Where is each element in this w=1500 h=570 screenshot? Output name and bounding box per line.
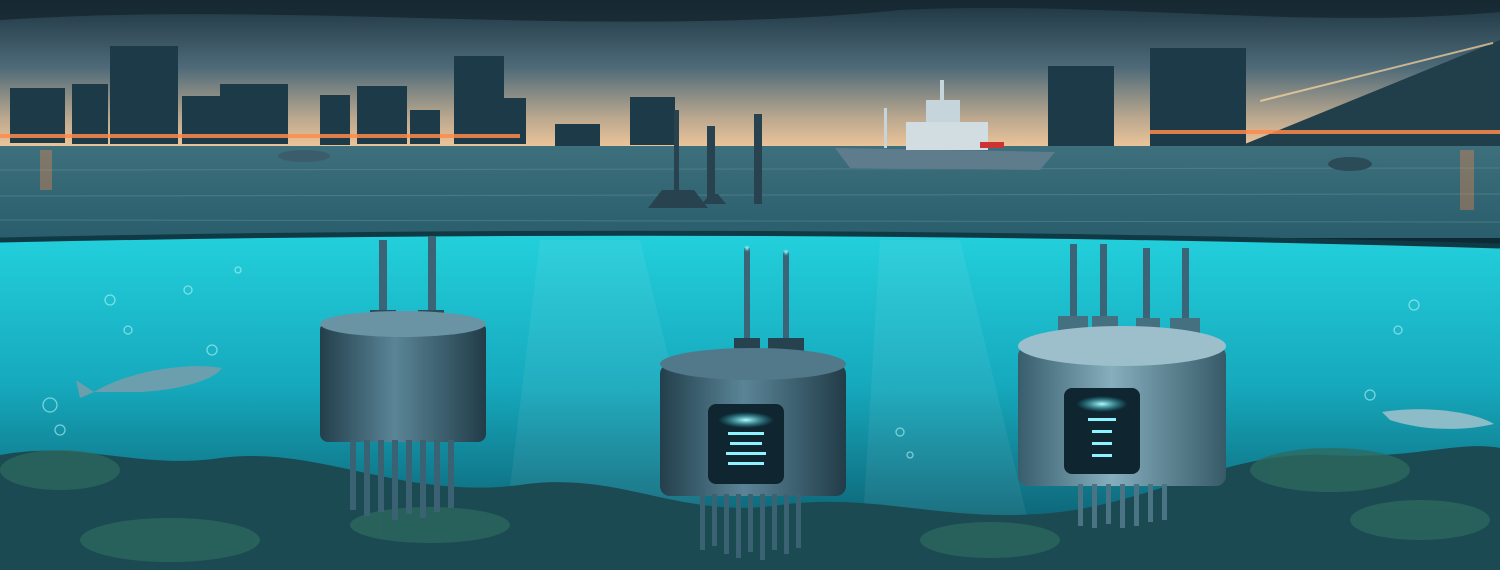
fish-right <box>1382 409 1494 429</box>
surface-buoys <box>648 110 762 208</box>
sensor-left <box>320 236 486 520</box>
ship <box>835 80 1055 170</box>
water-surface <box>0 146 1500 238</box>
sensor-right <box>1018 244 1226 528</box>
sensor-center <box>660 244 846 560</box>
fish-left <box>76 366 222 398</box>
bubbles <box>42 266 1420 459</box>
